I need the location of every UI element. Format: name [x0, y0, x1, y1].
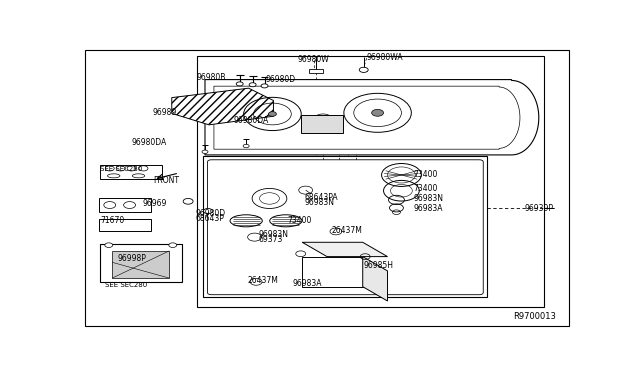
Text: 26437M: 26437M	[332, 226, 363, 235]
Text: 73400: 73400	[413, 184, 438, 193]
Polygon shape	[302, 257, 363, 287]
Text: R9700013: R9700013	[513, 312, 556, 321]
Circle shape	[249, 83, 256, 87]
Text: 96980DA: 96980DA	[132, 138, 167, 147]
Text: 96983N: 96983N	[413, 194, 444, 203]
Bar	[100, 244, 182, 282]
Text: 96939P: 96939P	[525, 204, 554, 213]
Text: 96983A: 96983A	[413, 204, 443, 213]
Text: 68643PA: 68643PA	[304, 193, 338, 202]
Text: 96983A: 96983A	[292, 279, 322, 288]
Text: 71670: 71670	[100, 216, 124, 225]
Circle shape	[105, 243, 113, 247]
Text: 96980D: 96980D	[266, 74, 296, 83]
Polygon shape	[100, 165, 162, 179]
Text: 73400: 73400	[413, 170, 438, 179]
Text: FRONT: FRONT	[154, 176, 179, 185]
Circle shape	[202, 150, 208, 154]
Circle shape	[269, 112, 276, 116]
Text: 96980D: 96980D	[195, 209, 225, 218]
Polygon shape	[205, 80, 539, 155]
Bar	[99, 219, 151, 231]
Bar	[309, 69, 323, 73]
Text: 96980W: 96980W	[297, 55, 329, 64]
Circle shape	[236, 82, 243, 86]
Bar	[301, 115, 343, 134]
Text: 96980WA: 96980WA	[367, 53, 403, 62]
Text: SEE SEC280: SEE SEC280	[105, 282, 147, 288]
Polygon shape	[172, 88, 273, 125]
Bar	[99, 198, 151, 212]
Circle shape	[372, 109, 383, 116]
Text: 73400: 73400	[287, 216, 312, 225]
Text: 96980B: 96980B	[197, 73, 227, 82]
Polygon shape	[302, 242, 388, 257]
Polygon shape	[363, 257, 388, 301]
Bar	[112, 251, 169, 278]
Circle shape	[243, 144, 249, 148]
Text: SEE SEC280: SEE SEC280	[100, 166, 142, 171]
Circle shape	[169, 243, 177, 247]
Text: 96983N: 96983N	[259, 230, 289, 239]
Circle shape	[320, 118, 326, 121]
FancyBboxPatch shape	[207, 160, 483, 295]
Text: 96985H: 96985H	[364, 261, 394, 270]
Text: 96969: 96969	[143, 199, 167, 208]
Polygon shape	[203, 156, 486, 297]
Text: 96998P: 96998P	[117, 254, 146, 263]
Circle shape	[204, 208, 212, 214]
Text: 68643P: 68643P	[195, 214, 224, 223]
Text: 96980DA: 96980DA	[234, 116, 269, 125]
Text: 69373: 69373	[259, 235, 283, 244]
Text: 96989: 96989	[152, 108, 177, 117]
Circle shape	[359, 67, 368, 73]
Circle shape	[261, 84, 268, 88]
Text: 96983N: 96983N	[304, 198, 334, 207]
Circle shape	[183, 198, 193, 204]
Text: 26437M: 26437M	[248, 276, 278, 285]
Bar	[196, 56, 544, 307]
